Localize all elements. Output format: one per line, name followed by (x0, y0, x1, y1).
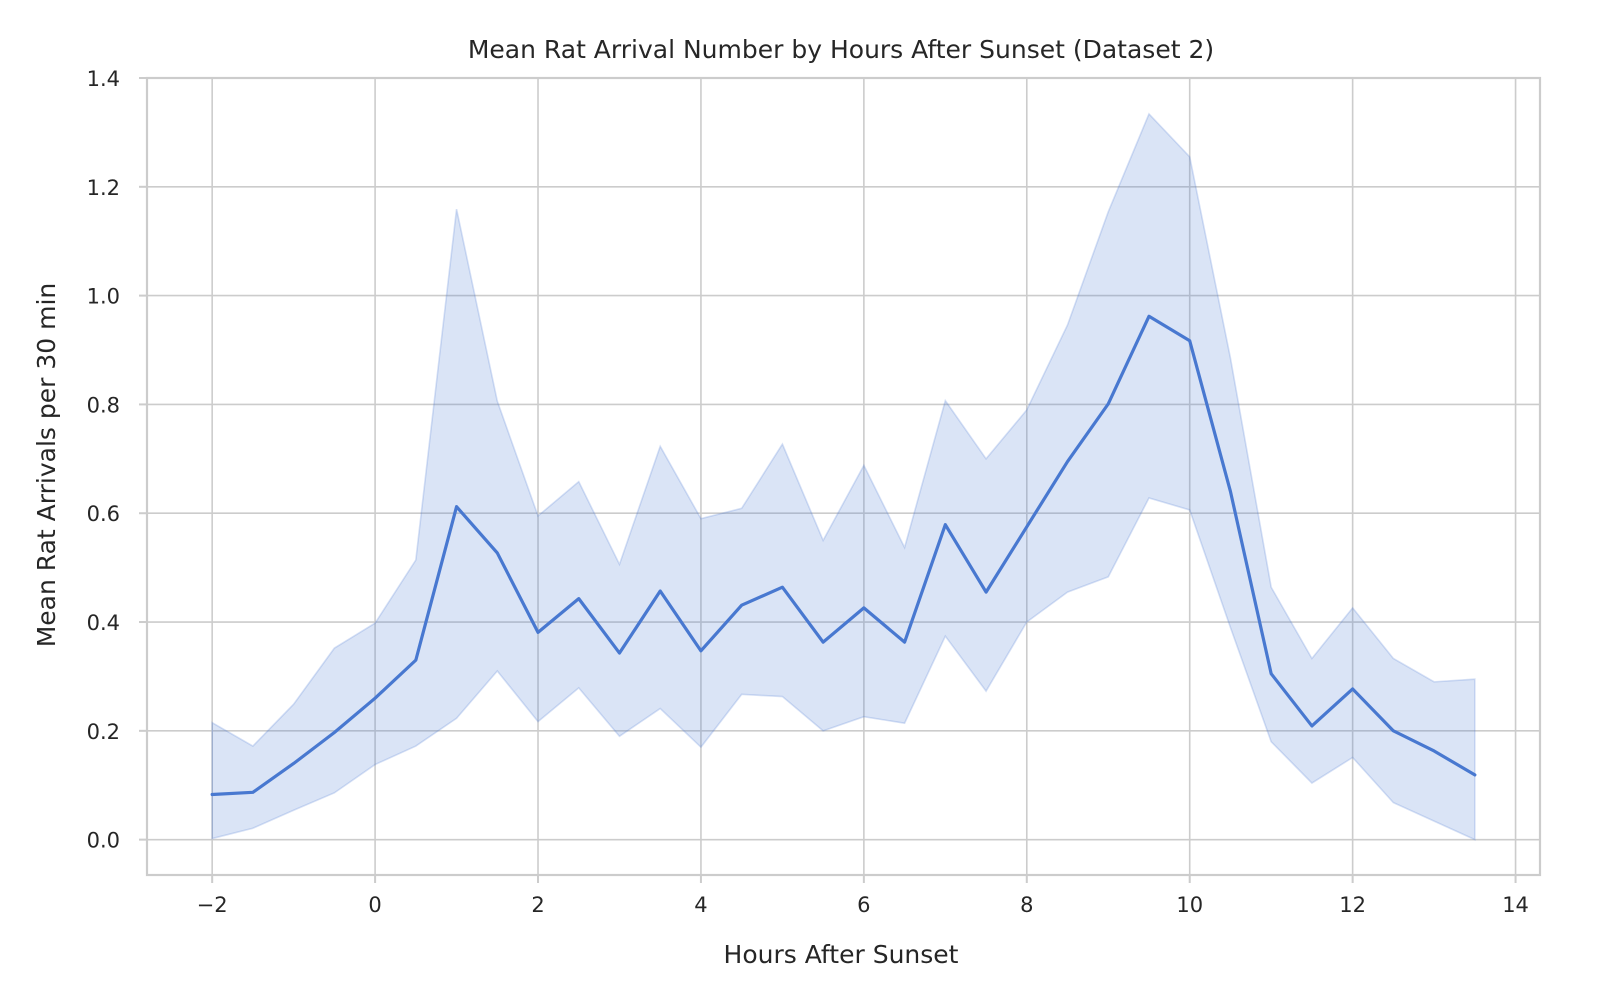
data-point (1147, 315, 1151, 318)
data-point (292, 762, 295, 765)
data-point (496, 551, 499, 555)
data-point (984, 590, 988, 594)
plot-frame (145, 76, 1542, 877)
axes-frame (139, 76, 1542, 883)
data-point (781, 586, 784, 589)
data-point (821, 640, 825, 644)
y-axis-label: Mean Rat Arrivals per 30 min (32, 283, 61, 648)
data-point (373, 696, 377, 700)
data-point (944, 523, 947, 526)
x-tick-label: 4 (694, 893, 707, 917)
y-tick-label: 0.4 (87, 611, 120, 635)
data-point (1025, 525, 1028, 529)
y-tick-label: 1.4 (87, 67, 120, 91)
data-point (618, 651, 621, 655)
x-tick-label: 14 (1502, 893, 1529, 917)
y-tick-label: 0.6 (87, 502, 120, 526)
data-point (1269, 672, 1273, 675)
y-tick-label: 0.0 (87, 829, 120, 853)
data-point (414, 658, 418, 662)
data-point (740, 603, 743, 607)
data-point (1392, 729, 1395, 733)
data-point (333, 731, 336, 734)
data-point (1432, 749, 1436, 753)
x-tick-label: 10 (1176, 893, 1203, 917)
series-line-layer (210, 314, 1477, 797)
data-point (903, 640, 906, 644)
y-tick-label: 1.0 (87, 285, 120, 309)
data-point (251, 791, 255, 794)
confidence-band (211, 112, 1476, 841)
y-tick-label: 0.8 (87, 393, 120, 417)
x-tick-label: 8 (1020, 893, 1033, 917)
data-point (536, 631, 540, 634)
data-point (1473, 773, 1477, 777)
data-point (1310, 724, 1314, 728)
x-tick-label: −2 (197, 893, 228, 917)
confidence-band-layer (211, 112, 1476, 841)
data-point (862, 606, 866, 610)
data-point (1229, 490, 1232, 493)
data-point (1351, 687, 1354, 691)
data-point (699, 649, 703, 653)
x-tick-label: 6 (857, 893, 870, 917)
y-tick-label: 1.2 (87, 176, 120, 200)
data-point (659, 589, 662, 593)
x-tick-label: 12 (1339, 893, 1366, 917)
x-tick-label: 2 (531, 893, 544, 917)
data-point (1107, 402, 1110, 406)
data-point (210, 793, 214, 796)
data-point (455, 505, 458, 508)
x-axis-label: Hours After Sunset (724, 940, 959, 969)
y-tick-label: 0.2 (87, 720, 120, 744)
x-tick-label: 0 (368, 893, 381, 917)
tick-labels: −2 0 2 4 6 8 10 12 14 0.0 0.2 0.4 0.6 0.8 1.0 1.2 1.4 (87, 67, 1529, 917)
data-point (1188, 339, 1191, 342)
data-point (577, 597, 580, 600)
mean-line (210, 314, 1477, 797)
chart-title: Mean Rat Arrival Number by Hours After S… (468, 35, 1214, 64)
data-point (1066, 460, 1069, 463)
